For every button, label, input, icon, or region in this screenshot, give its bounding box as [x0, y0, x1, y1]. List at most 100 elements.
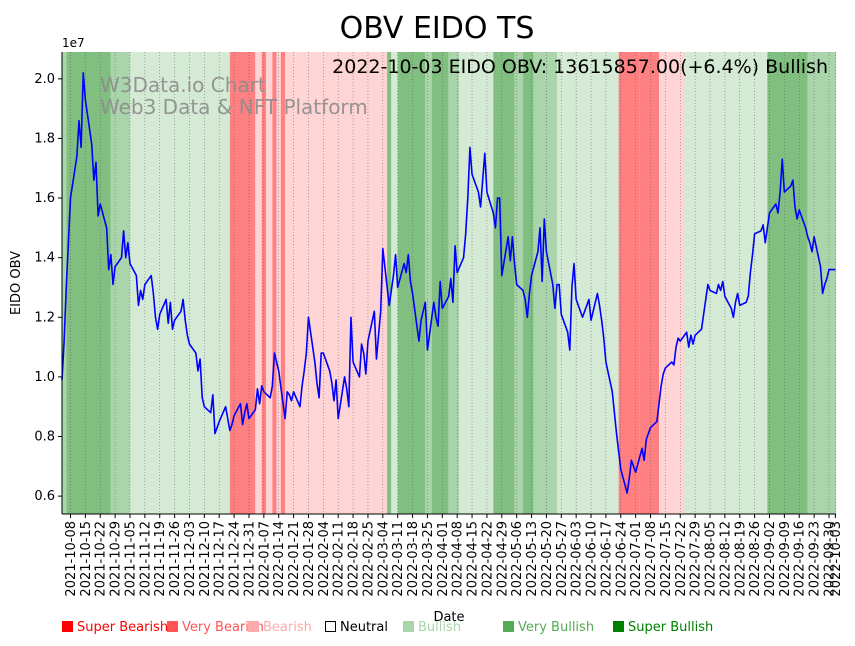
x-tick-label: 2022-02-11 [332, 521, 347, 597]
x-tick-label: 2022-03-04 [376, 521, 391, 597]
signal-regions [62, 52, 836, 514]
x-tick-label: 2021-12-10 [198, 521, 213, 597]
x-tick-label: 2022-07-22 [674, 521, 689, 597]
x-tick-label: 2021-11-19 [153, 521, 168, 597]
watermark-line2: Web3 Data & NFT Platform [100, 95, 368, 119]
legend-swatch [325, 621, 336, 632]
x-tick-label: 2022-06-10 [585, 521, 600, 597]
x-tick-label: 2022-09-02 [763, 521, 778, 597]
legend-label: Neutral [340, 620, 388, 635]
legend-item: Super Bullish [613, 620, 713, 635]
region-very_bearish [639, 52, 660, 514]
y-tick-label: 1.4 [34, 251, 55, 266]
vertical-gridlines [70, 52, 836, 514]
x-tick-label: 2022-02-04 [317, 521, 332, 597]
x-tick-label: 2022-08-19 [733, 521, 748, 597]
region-neutral [557, 52, 619, 514]
y-tick-label: 2.0 [34, 72, 55, 87]
region-very_bearish [618, 52, 640, 514]
x-tick-label: 2022-01-07 [257, 521, 272, 597]
y-tick-label: 1.8 [34, 131, 55, 146]
x-tick-label: 2022-07-08 [644, 521, 659, 597]
legend-item: Bullish [403, 620, 461, 635]
legend-label: Super Bearish [77, 620, 169, 635]
x-tick-label: 2022-04-08 [451, 521, 466, 597]
legend-swatch [167, 621, 178, 632]
y-axis-ticks: 0.6 0.8 1.0 1.2 1.4 1.6 1.8 2.0 [34, 72, 62, 504]
x-tick-label: 2022-07-01 [629, 521, 644, 597]
x-tick-label: 2022-05-13 [525, 521, 540, 597]
region-neutral [391, 52, 398, 514]
region-bullish [110, 52, 130, 514]
x-tick-label: 2022-02-25 [361, 521, 376, 597]
legend-swatch [613, 621, 624, 632]
x-tick-label: 2022-04-15 [466, 521, 481, 597]
x-tick-label: 2022-05-20 [540, 521, 555, 597]
x-tick-label: 2022-04-22 [480, 521, 495, 597]
x-tick-label: 2021-10-08 [64, 521, 79, 597]
region-bullish [62, 52, 67, 514]
watermark: W3Data.io Chart Web3 Data & NFT Platform [100, 73, 368, 119]
x-tick-label: 2021-12-24 [228, 521, 243, 597]
x-tick-label: 2021-10-29 [109, 521, 124, 597]
x-tick-label: 2022-03-11 [391, 521, 406, 597]
region-bullish [533, 52, 558, 514]
x-tick-label: 2022-05-06 [510, 521, 525, 597]
x-tick-label: 2022-06-17 [599, 521, 614, 597]
x-axis-label: Date [433, 610, 464, 625]
y-tick-label: 1.2 [34, 310, 55, 325]
y-tick-label: 1.0 [34, 370, 55, 385]
legend-item: Bearish [248, 620, 312, 635]
x-axis-ticks: 2021-10-08 2021-10-15 2021-10-22 2021-10-29… [64, 514, 844, 597]
legend-swatch [503, 621, 514, 632]
region-very_bearish [272, 52, 277, 514]
legend-swatch [248, 621, 259, 632]
x-tick-label: 2022-01-28 [302, 521, 317, 597]
x-tick-label: 2021-12-31 [242, 521, 257, 597]
x-tick-label: 2022-06-03 [570, 521, 585, 597]
x-tick-label: 2022-08-05 [704, 521, 719, 597]
region-bullish [514, 52, 524, 514]
region-very_bullish [493, 52, 515, 514]
y-tick-label: 0.6 [34, 489, 55, 504]
legend-item: Super Bearish [62, 620, 168, 635]
y-tick-label: 0.8 [34, 430, 55, 445]
watermark-line1: W3Data.io Chart [100, 73, 266, 97]
x-tick-label: 2022-08-26 [748, 521, 763, 597]
chart-title: OBV EIDO TS [340, 11, 535, 46]
series-layer [61, 72, 836, 494]
x-tick-label: 2021-12-17 [213, 521, 228, 597]
x-tick-label: 2021-11-12 [138, 521, 153, 597]
x-tick-label: 2022-09-23 [808, 521, 823, 597]
x-tick-label: 2022-05-27 [555, 521, 570, 597]
x-tick-label: 2021-11-26 [168, 521, 183, 597]
x-tick-label: 2022-10-03 [829, 521, 844, 597]
x-tick-label: 2022-03-25 [421, 521, 436, 597]
obv-line [61, 72, 836, 494]
y-tick-label: 1.6 [34, 191, 55, 206]
x-tick-label: 2022-09-16 [793, 521, 808, 597]
legend-label: Bullish [418, 620, 462, 635]
legend-item: Very Bullish [503, 620, 594, 635]
legend-label: Super Bullish [628, 620, 714, 635]
region-neutral [459, 52, 494, 514]
x-tick-label: 2022-07-29 [689, 521, 704, 597]
x-tick-label: 2021-11-05 [123, 521, 138, 597]
x-tick-label: 2022-01-14 [272, 521, 287, 597]
x-tick-label: 2022-07-15 [659, 521, 674, 597]
x-tick-label: 2022-04-29 [495, 521, 510, 597]
region-neutral [684, 52, 768, 514]
x-tick-label: 2022-04-01 [436, 521, 451, 597]
legend-label: Bearish [263, 620, 312, 635]
x-tick-label: 2022-06-24 [614, 521, 629, 597]
x-tick-label: 2022-03-18 [406, 521, 421, 597]
x-tick-label: 2022-02-18 [347, 521, 362, 597]
region-very_bullish [767, 52, 808, 514]
x-tick-label: 2021-10-22 [94, 521, 109, 597]
y-multiplier: 1e7 [62, 36, 85, 50]
region-very_bearish [229, 52, 256, 514]
legend-item: Neutral [325, 620, 388, 635]
region-bearish [265, 52, 273, 514]
x-tick-label: 2022-08-12 [718, 521, 733, 597]
